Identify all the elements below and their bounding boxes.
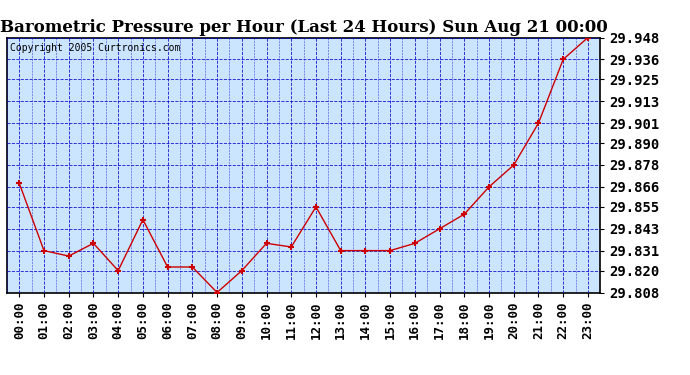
Text: Copyright 2005 Curtronics.com: Copyright 2005 Curtronics.com [10, 43, 180, 52]
Title: Barometric Pressure per Hour (Last 24 Hours) Sun Aug 21 00:00: Barometric Pressure per Hour (Last 24 Ho… [0, 19, 607, 36]
